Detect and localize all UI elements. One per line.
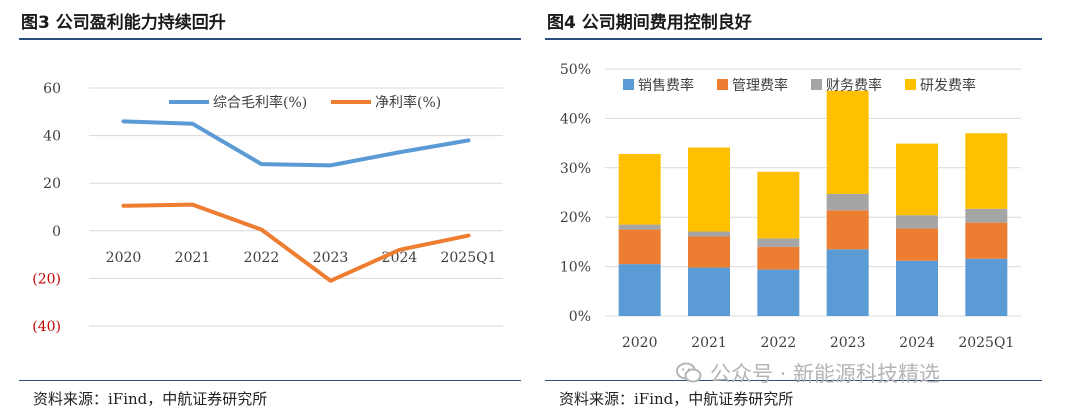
bar-segment-1	[896, 260, 938, 316]
bar-segment-3	[896, 215, 938, 229]
expense-ratio-bar-chart: 50% 40% 30% 20% 10% 0% 2020 2021 2022 2023 2024 202…	[560, 62, 1021, 351]
x-tick-label: 2022	[244, 250, 280, 266]
y-tick-label: 20	[43, 176, 61, 192]
legend-label: 管理费率	[732, 77, 788, 94]
x-tick-label: 2021	[175, 250, 211, 266]
y-tick-label: 60	[43, 81, 61, 97]
left-figure-title: 图3 公司盈利能力持续回升	[21, 13, 226, 33]
watermark: 公众号 · 新能源科技精选	[676, 358, 940, 388]
left-top-rule	[19, 38, 521, 40]
x-tick-label: 2020	[106, 250, 142, 266]
bar-segment-4	[618, 153, 661, 225]
y-tick-label: 30%	[560, 161, 591, 177]
y-tick-label: 40%	[560, 111, 591, 127]
watermark-text: 公众号 · 新能源科技精选	[710, 362, 941, 386]
left-figure-panel: 图3 公司盈利能力持续回升 60 40 20 0 (20) (40) 2020 2021 202…	[19, 0, 521, 418]
y-tick-label: 20%	[560, 210, 591, 226]
x-tick-label: 2023	[313, 250, 349, 266]
bar-segment-1	[618, 264, 661, 316]
y-tick-label: (20)	[32, 271, 61, 287]
y-tick-label: (40)	[32, 319, 61, 335]
wechat-icon	[676, 362, 702, 383]
legend-label: 财务费率	[826, 77, 882, 94]
y-tick-label: 50%	[560, 62, 591, 78]
series-line-1	[121, 119, 471, 168]
bar-segment-4	[965, 133, 1008, 209]
legend-label: 研发费率	[920, 77, 976, 94]
left-bottom-rule	[19, 380, 521, 381]
y-tick-label: 0%	[569, 309, 591, 325]
bar-segment-2	[896, 228, 938, 261]
legend-swatch	[905, 79, 916, 90]
bar-segment-3	[757, 238, 800, 247]
y-tick-label: 0	[52, 224, 61, 240]
legend-label: 销售费率	[638, 77, 694, 94]
x-tick-label: 2024	[899, 335, 935, 351]
bar-segment-4	[826, 90, 869, 194]
x-tick-label: 2020	[622, 335, 658, 351]
x-tick-label: 2021	[691, 335, 727, 351]
legend-label: 综合毛利率(%)	[213, 94, 307, 111]
bar-segment-2	[826, 210, 869, 250]
x-tick-label: 2023	[830, 335, 866, 351]
right-source-note: 资料来源：iFind，中航证券研究所	[559, 390, 794, 408]
x-tick-label: 2025Q1	[440, 250, 496, 266]
bar-segment-1	[965, 258, 1008, 316]
series-line-2	[121, 202, 471, 283]
bar-segment-1	[757, 269, 800, 316]
x-tick-label: 2022	[761, 335, 797, 351]
right-top-rule	[545, 38, 1042, 40]
x-tick-label: 2024	[382, 250, 418, 266]
bar-segment-3	[826, 193, 869, 211]
bar-segment-2	[757, 246, 800, 270]
legend-swatch	[717, 79, 728, 90]
bar-segment-2	[618, 229, 661, 265]
right-figure-title: 图4 公司期间费用控制良好	[547, 13, 752, 33]
left-source-note: 资料来源：iFind，中航证券研究所	[33, 390, 268, 408]
bar-segment-4	[896, 143, 938, 216]
bar-segment-3	[688, 231, 730, 237]
x-tick-label: 2025Q1	[958, 335, 1014, 351]
bar-segment-3	[965, 208, 1008, 223]
bar-segment-2	[688, 236, 730, 268]
bar-segment-1	[688, 267, 730, 316]
profitability-line-chart: 60 40 20 0 (20) (40) 2020 2021 2022 2023 2024 2025Q…	[32, 81, 503, 335]
right-bottom-rule	[545, 380, 1042, 381]
y-tick-label: 40	[43, 129, 61, 145]
right-figure-panel: 图4 公司期间费用控制良好 50% 40% 30% 20% 10% 0% 2020 2021 2…	[545, 0, 1042, 418]
legend-swatch	[811, 79, 822, 90]
y-tick-label: 10%	[560, 260, 591, 276]
legend-swatch	[623, 79, 634, 90]
bar-segment-4	[688, 147, 730, 232]
bar-segment-2	[965, 222, 1008, 259]
bar-segment-1	[826, 249, 869, 316]
bar-segment-4	[757, 171, 800, 239]
legend-label: 净利率(%)	[375, 94, 441, 111]
bar-segment-3	[618, 224, 661, 230]
